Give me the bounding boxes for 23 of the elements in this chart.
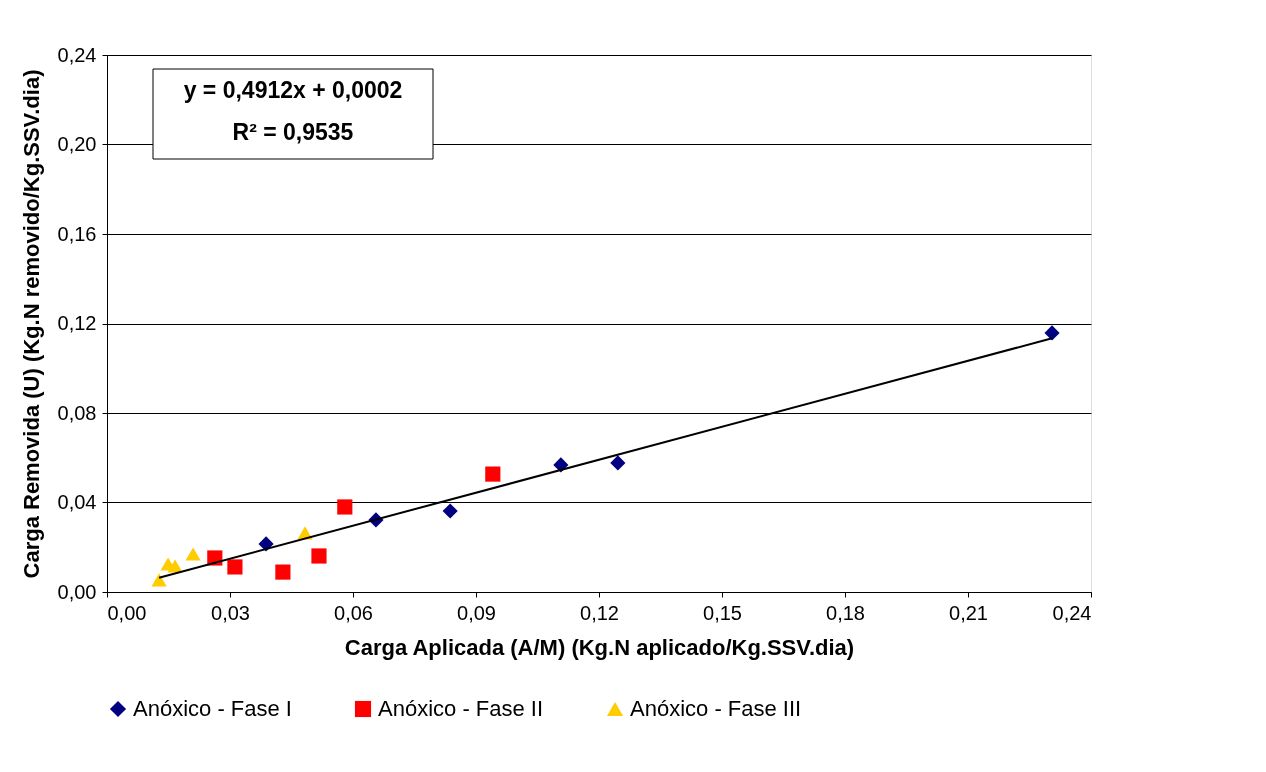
x-tick-label: 0,24 (1052, 601, 1092, 624)
x-tick-label: 0,12 (580, 601, 619, 624)
x-tick-label: 0,21 (949, 601, 988, 624)
y-tick-label: 0,24 (57, 43, 97, 66)
y-tick-label: 0,20 (57, 133, 97, 155)
annotation: y = 0,4912x + 0,0002 (183, 77, 403, 103)
x-tick-label: 0,09 (457, 601, 496, 624)
x-axis-title: Carga Aplicada (A/M) (Kg.N aplicado/Kg.SSV.dia) (344, 634, 855, 660)
legend-label: Anóxico - Fase I (133, 696, 292, 721)
x-tick-label: 0,06 (334, 601, 373, 624)
y-tick-label: 0,08 (57, 401, 97, 424)
y-tick-label: 0,12 (57, 312, 97, 334)
annotation: R² = 0,9535 (232, 119, 354, 145)
y-tick-label: 0,00 (57, 580, 97, 603)
x-tick-label: 0,15 (703, 601, 742, 624)
x-tick-label: 0,03 (211, 601, 250, 624)
y-tick-label: 0,04 (57, 491, 97, 513)
x-tick-label: 0,00 (107, 601, 147, 624)
x-tick-label: 0,18 (826, 601, 865, 624)
legend-label: Anóxico - Fase III (630, 696, 802, 721)
y-tick-label: 0,16 (57, 222, 97, 245)
legend-label: Anóxico - Fase II (378, 696, 544, 721)
y-axis-title: Carga Removida (U) (Kg.N removido/Kg.SSV.dia) (18, 69, 44, 579)
